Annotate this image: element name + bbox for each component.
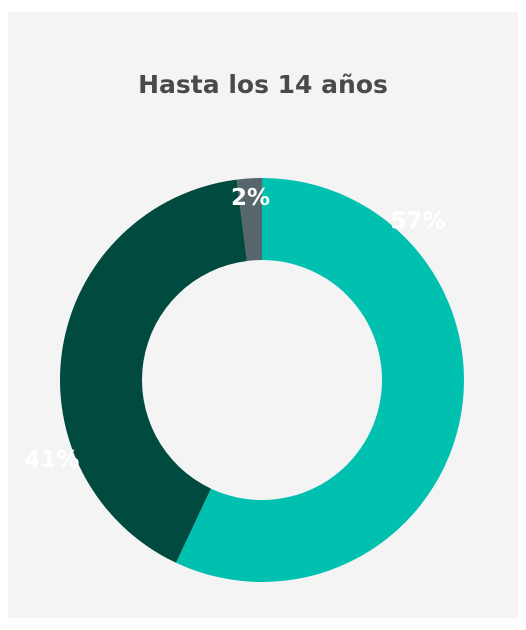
chart-title: Hasta los 14 años — [138, 70, 388, 99]
donut-slice-41pct — [59, 179, 247, 563]
slice-label-41pct: 41% — [24, 447, 79, 473]
donut-slice-57pct — [175, 178, 464, 582]
donut-slice-2pct — [236, 178, 262, 261]
slice-label-2pct: 2% — [231, 185, 270, 211]
slice-label-57pct: 57% — [390, 208, 445, 234]
